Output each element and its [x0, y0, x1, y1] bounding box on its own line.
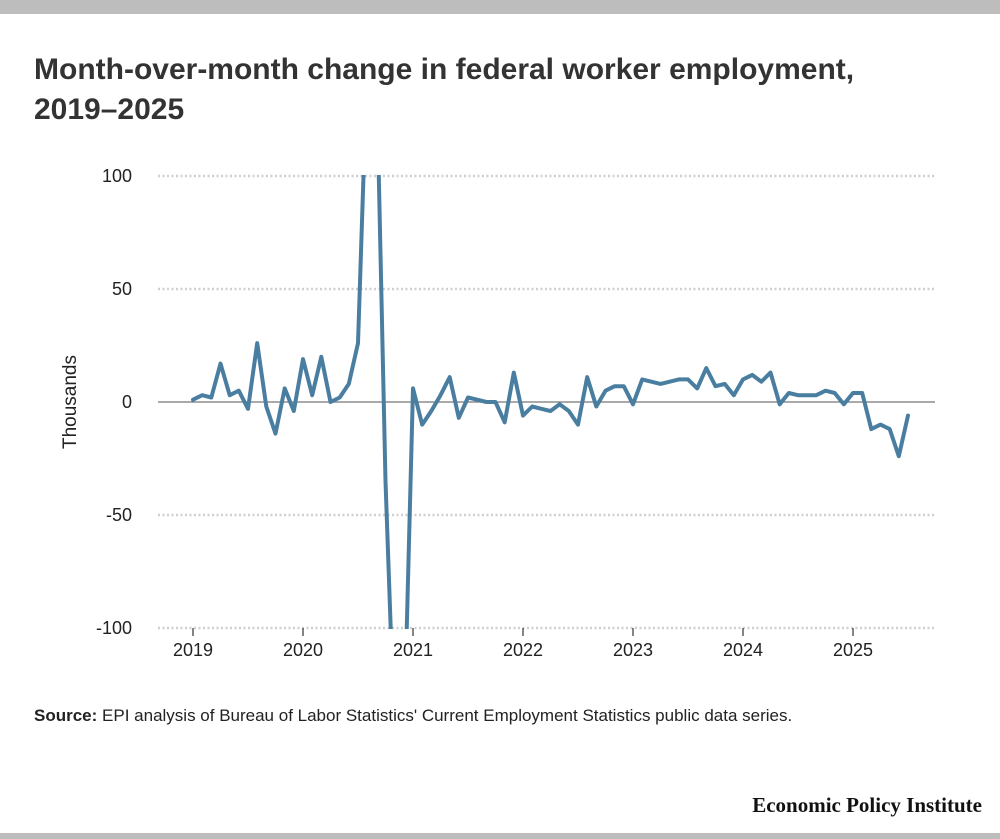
chart-title: Month-over-month change in federal worke…	[34, 53, 855, 126]
y-tick-label: 0	[122, 392, 132, 412]
source-text: EPI analysis of Bureau of Labor Statisti…	[102, 706, 793, 725]
x-tick-label: 2021	[393, 640, 433, 660]
series-layer	[191, 175, 910, 629]
y-tick-label: 50	[112, 279, 132, 299]
x-tick-label: 2022	[503, 640, 543, 660]
top-border-bar	[0, 0, 1000, 14]
y-axis-title: Thousands	[60, 355, 81, 449]
source-label: Source:	[34, 706, 98, 725]
gridlines	[158, 174, 935, 630]
x-tick-label: 2024	[723, 640, 763, 660]
y-tick-label: 100	[102, 166, 132, 186]
series-line	[191, 175, 910, 629]
source-note: Source: EPI analysis of Bureau of Labor …	[34, 706, 792, 726]
bottom-border-bar	[0, 833, 1000, 839]
epi-logo: Economic Policy Institute	[752, 793, 982, 817]
x-tick-label: 2023	[613, 640, 653, 660]
x-tick-label: 2025	[833, 640, 873, 660]
y-tick-label: -50	[106, 505, 132, 525]
x-axis-ticks: 2019 2020 2021 2022 2023 2024 2025	[173, 628, 873, 660]
x-tick-label: 2020	[283, 640, 323, 660]
y-tick-label: -100	[96, 618, 132, 638]
y-axis-tick-labels: 100 50 0 -50 -100	[96, 166, 132, 638]
x-tick-label: 2019	[173, 640, 213, 660]
